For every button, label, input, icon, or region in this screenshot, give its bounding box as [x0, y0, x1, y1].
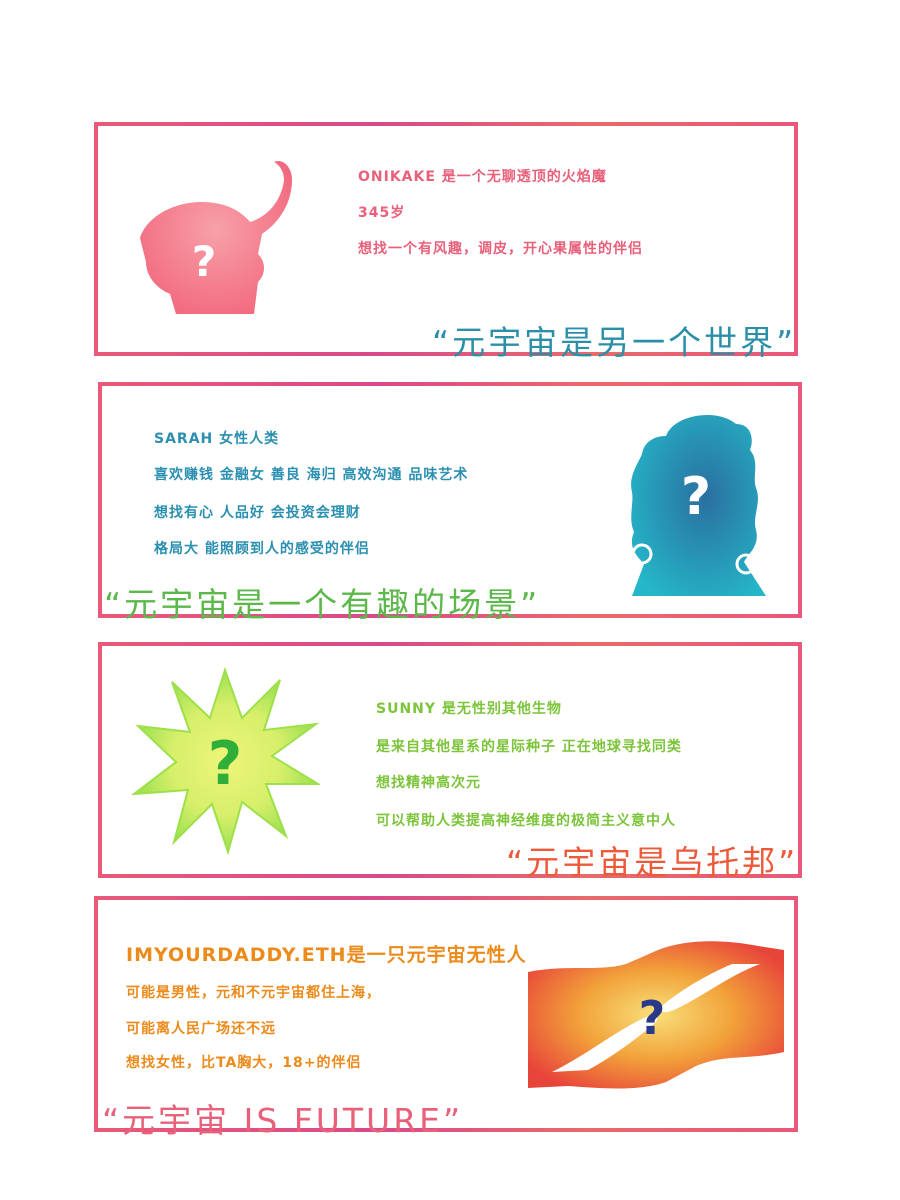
card-line: 想找有心 人品好 会投资会理财: [154, 505, 361, 521]
woman-silhouette-icon: ?: [631, 414, 766, 596]
card-line: SUNNY 是无性别其他生物: [376, 701, 562, 717]
card-line: SARAH 女性人类: [154, 431, 280, 447]
profile-card-sunny: ? SUNNY 是无性别其他生物 是来自其他星系的星际种子 正在地球寻找同类 想…: [98, 642, 802, 882]
card-line: 可以帮助人类提高神经维度的极简主义意中人: [376, 813, 676, 829]
profile-card-imyourdaddy: IMYOURDADDY.ETH是一只元宇宙无性人 可能是男性，元和不元宇宙都住上…: [94, 896, 798, 1140]
card-line: 想找女性，比TA胸大，18+的伴侣: [126, 1055, 362, 1071]
card-line: 可能离人民广场还不远: [126, 1021, 276, 1037]
starburst-icon: ?: [130, 666, 320, 856]
cat-question-mark: ?: [192, 237, 216, 286]
card-line: 想找精神高次元: [376, 775, 481, 791]
starburst-question-mark: ?: [208, 729, 243, 799]
card-quote: “元宇宙是一个有趣的场景”: [104, 585, 541, 624]
card-line: 345岁: [358, 205, 406, 221]
card-line: 喜欢赚钱 金融女 善良 海归 高效沟通 品味艺术: [154, 467, 469, 483]
card-line: 是来自其他星系的星际种子 正在地球寻找同类: [376, 739, 682, 755]
handshake-question-mark: ?: [639, 991, 666, 1045]
card-title-line: IMYOURDADDY.ETH是一只元宇宙无性人: [126, 944, 527, 966]
card-quote: “元宇宙是另一个世界”: [432, 323, 797, 362]
woman-question-mark: ?: [681, 467, 711, 527]
card-line: 可能是男性，元和不元宇宙都住上海，: [126, 985, 381, 1001]
card-line: ONIKAKE 是一个无聊透顶的火焰魔: [358, 169, 607, 185]
card-line: 格局大 能照顾到人的感受的伴侣: [154, 541, 370, 557]
card-quote: “元宇宙是乌托邦”: [506, 843, 799, 882]
card-quote: “元宇宙 IS FUTURE”: [102, 1101, 464, 1140]
card-line: 想找一个有风趣，调皮，开心果属性的伴侣: [358, 241, 643, 257]
cat-silhouette-icon: ?: [140, 160, 292, 314]
profile-card-sarah: SARAH 女性人类 喜欢赚钱 金融女 善良 海归 高效沟通 品味艺术 想找有心…: [98, 382, 802, 624]
handshake-icon: ?: [528, 941, 784, 1089]
profile-card-onikake: ? ONIKAKE 是一个无聊透顶的火焰魔 345岁 想找一个有风趣，调皮，开心…: [94, 122, 798, 362]
